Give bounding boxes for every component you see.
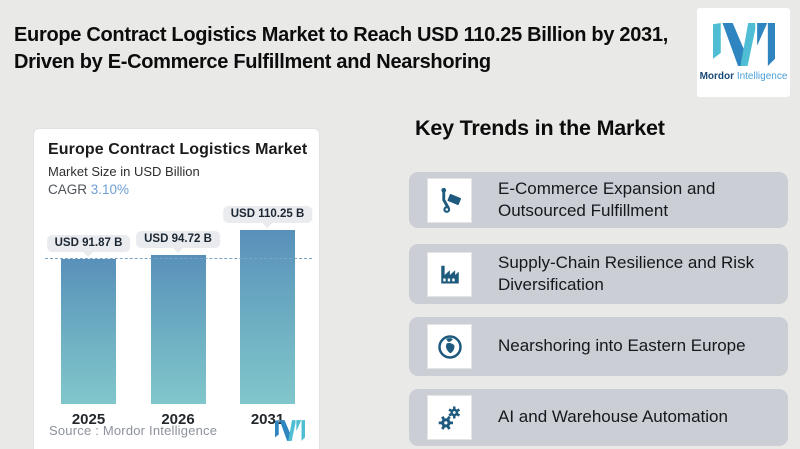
chart-title: Europe Contract Logistics Market [48,141,308,158]
market-chart-card: Europe Contract Logistics Market Market … [33,128,320,449]
hand-truck-icon [427,177,472,223]
bar-value-label: USD 110.25 B [222,206,313,224]
trend-label: AI and Warehouse Automation [498,407,728,427]
mordor-logo-wordmark: Mordor Intelligence [700,71,788,82]
gears-icon [427,395,472,440]
bar-rect [240,230,295,404]
trend-label: E-Commerce Expansion and Outsourced Fulf… [498,178,716,220]
trend-card-nearshoring: Nearshoring into Eastern Europe [409,317,788,376]
logo-brand-bold: Mordor [699,71,735,82]
mordor-logo: Mordor Intelligence [697,8,790,97]
x-axis-label: 2025 [71,411,106,428]
trend-label: Nearshoring into Eastern Europe [498,336,746,356]
x-axis-label: 2026 [161,411,195,428]
bar-2031: USD 110.25 B 2031 [222,191,313,428]
cagr-line: CAGR 3.10% [48,182,129,197]
source-note: Source : Mordor Intelligence [49,423,218,438]
bar-value-label: USD 91.87 B [46,235,131,252]
bar-rect [61,259,116,404]
trend-card-ecommerce: E-Commerce Expansion and Outsourced Fulf… [409,172,788,228]
cagr-value: 3.10% [90,182,130,197]
bar-2026: USD 94.72 B 2026 [136,191,220,428]
trend-label: Supply-Chain Resilience and Risk Diversi… [498,252,755,294]
plot-area: USD 91.87 B 2025 USD 94.72 B 2026 USD 110.25… [45,191,313,428]
page-title: Europe Contract Logistics Market to Reac… [14,24,668,73]
trend-card-automation: AI and Warehouse Automation [409,389,788,446]
factory-icon [427,251,472,297]
bar-2025: USD 91.87 B 2025 [46,191,131,428]
trends-heading: Key Trends in the Market [415,116,665,140]
logo-brand-light: Intelligence [736,71,788,82]
globe-icon [427,324,472,369]
cagr-label: CAGR [48,182,88,197]
source-row: Source : Mordor Intelligence [49,420,305,441]
bar-rect [150,254,206,404]
trend-card-supply-chain: Supply-Chain Resilience and Risk Diversi… [409,244,788,304]
mordor-m-icon [712,23,775,66]
bar-value-label: USD 94.72 B [136,230,220,248]
chart-subtitle: Market Size in USD Billion [48,164,200,179]
reference-dashed-line [45,258,312,259]
mordor-m-icon-small [275,420,305,441]
